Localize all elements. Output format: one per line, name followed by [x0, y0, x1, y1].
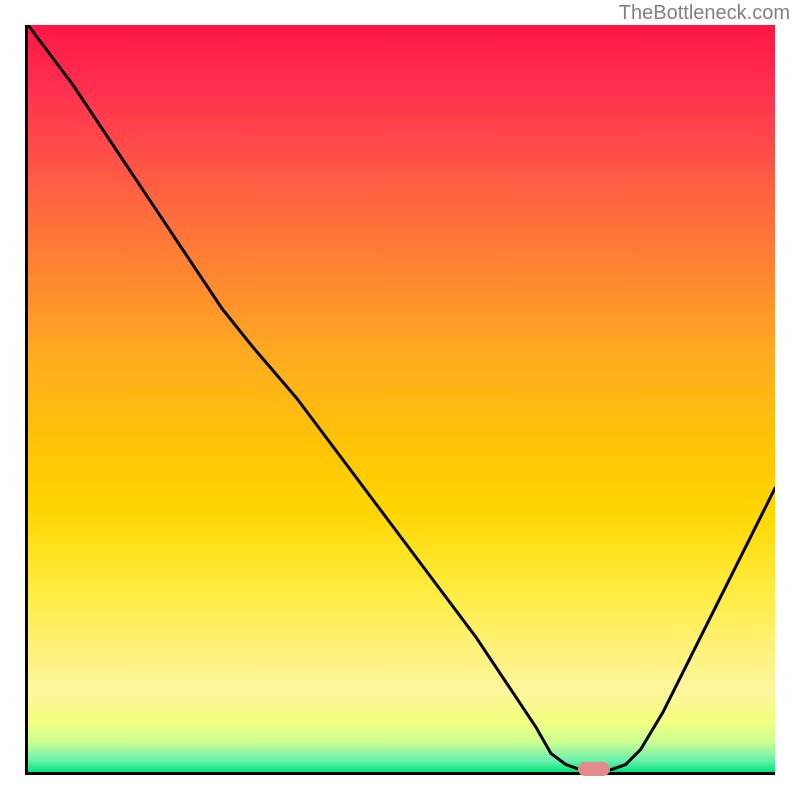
- bottleneck-curve: [28, 25, 775, 772]
- watermark-text: TheBottleneck.com: [619, 2, 790, 25]
- plot-area: [25, 25, 775, 775]
- bottleneck-chart: TheBottleneck.com: [0, 0, 800, 800]
- optimal-marker: [578, 762, 610, 776]
